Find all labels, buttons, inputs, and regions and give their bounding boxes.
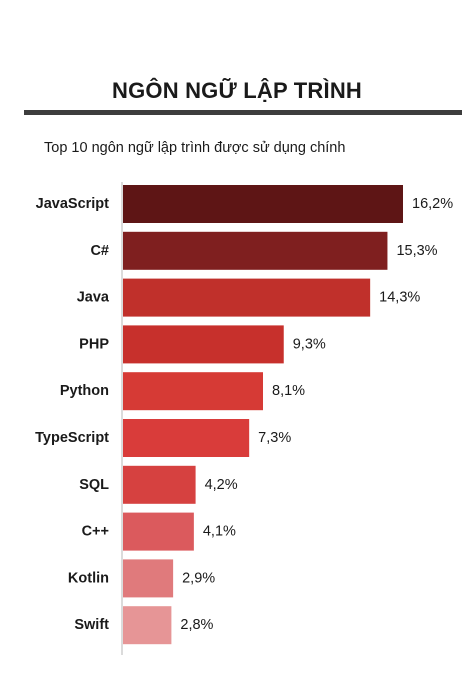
bar-php (123, 325, 284, 364)
page-title: NGÔN NGỮ LẬP TRÌNH (111, 78, 362, 103)
bar-c- (123, 512, 194, 551)
value-label: 2,8% (180, 617, 213, 633)
bar-java (123, 278, 371, 317)
category-label: PHP (79, 336, 109, 352)
category-label: TypeScript (35, 430, 109, 446)
chart-subtitle: Top 10 ngôn ngữ lập trình được sử dụng c… (44, 140, 346, 156)
bar-typescript (123, 419, 250, 457)
bar-kotlin (123, 559, 174, 598)
category-label: C++ (82, 524, 109, 540)
category-label: Java (77, 290, 110, 306)
bar-sql (123, 465, 196, 504)
value-label: 16,2% (412, 196, 453, 212)
value-label: 15,3% (396, 243, 437, 259)
category-label: Swift (74, 617, 109, 633)
value-label: 4,1% (203, 524, 236, 540)
category-label: JavaScript (36, 196, 110, 212)
bars-group: JavaScript 16,2% C# 15,3% Java 14,3% PHP 9,3% Py… (35, 185, 453, 645)
bar-c- (123, 231, 388, 270)
value-label: 4,2% (205, 477, 238, 493)
value-label: 9,3% (293, 336, 326, 352)
value-label: 2,9% (182, 570, 215, 586)
bar-javascript (123, 185, 403, 223)
category-label: Python (60, 383, 109, 399)
bar-swift (123, 606, 172, 645)
category-label: SQL (79, 477, 109, 493)
category-label: Kotlin (68, 570, 109, 586)
bar-python (123, 372, 263, 411)
value-label: 7,3% (258, 430, 291, 446)
value-label: 14,3% (379, 290, 420, 306)
title-divider (24, 110, 462, 115)
value-label: 8,1% (272, 383, 305, 399)
category-label: C# (90, 243, 109, 259)
